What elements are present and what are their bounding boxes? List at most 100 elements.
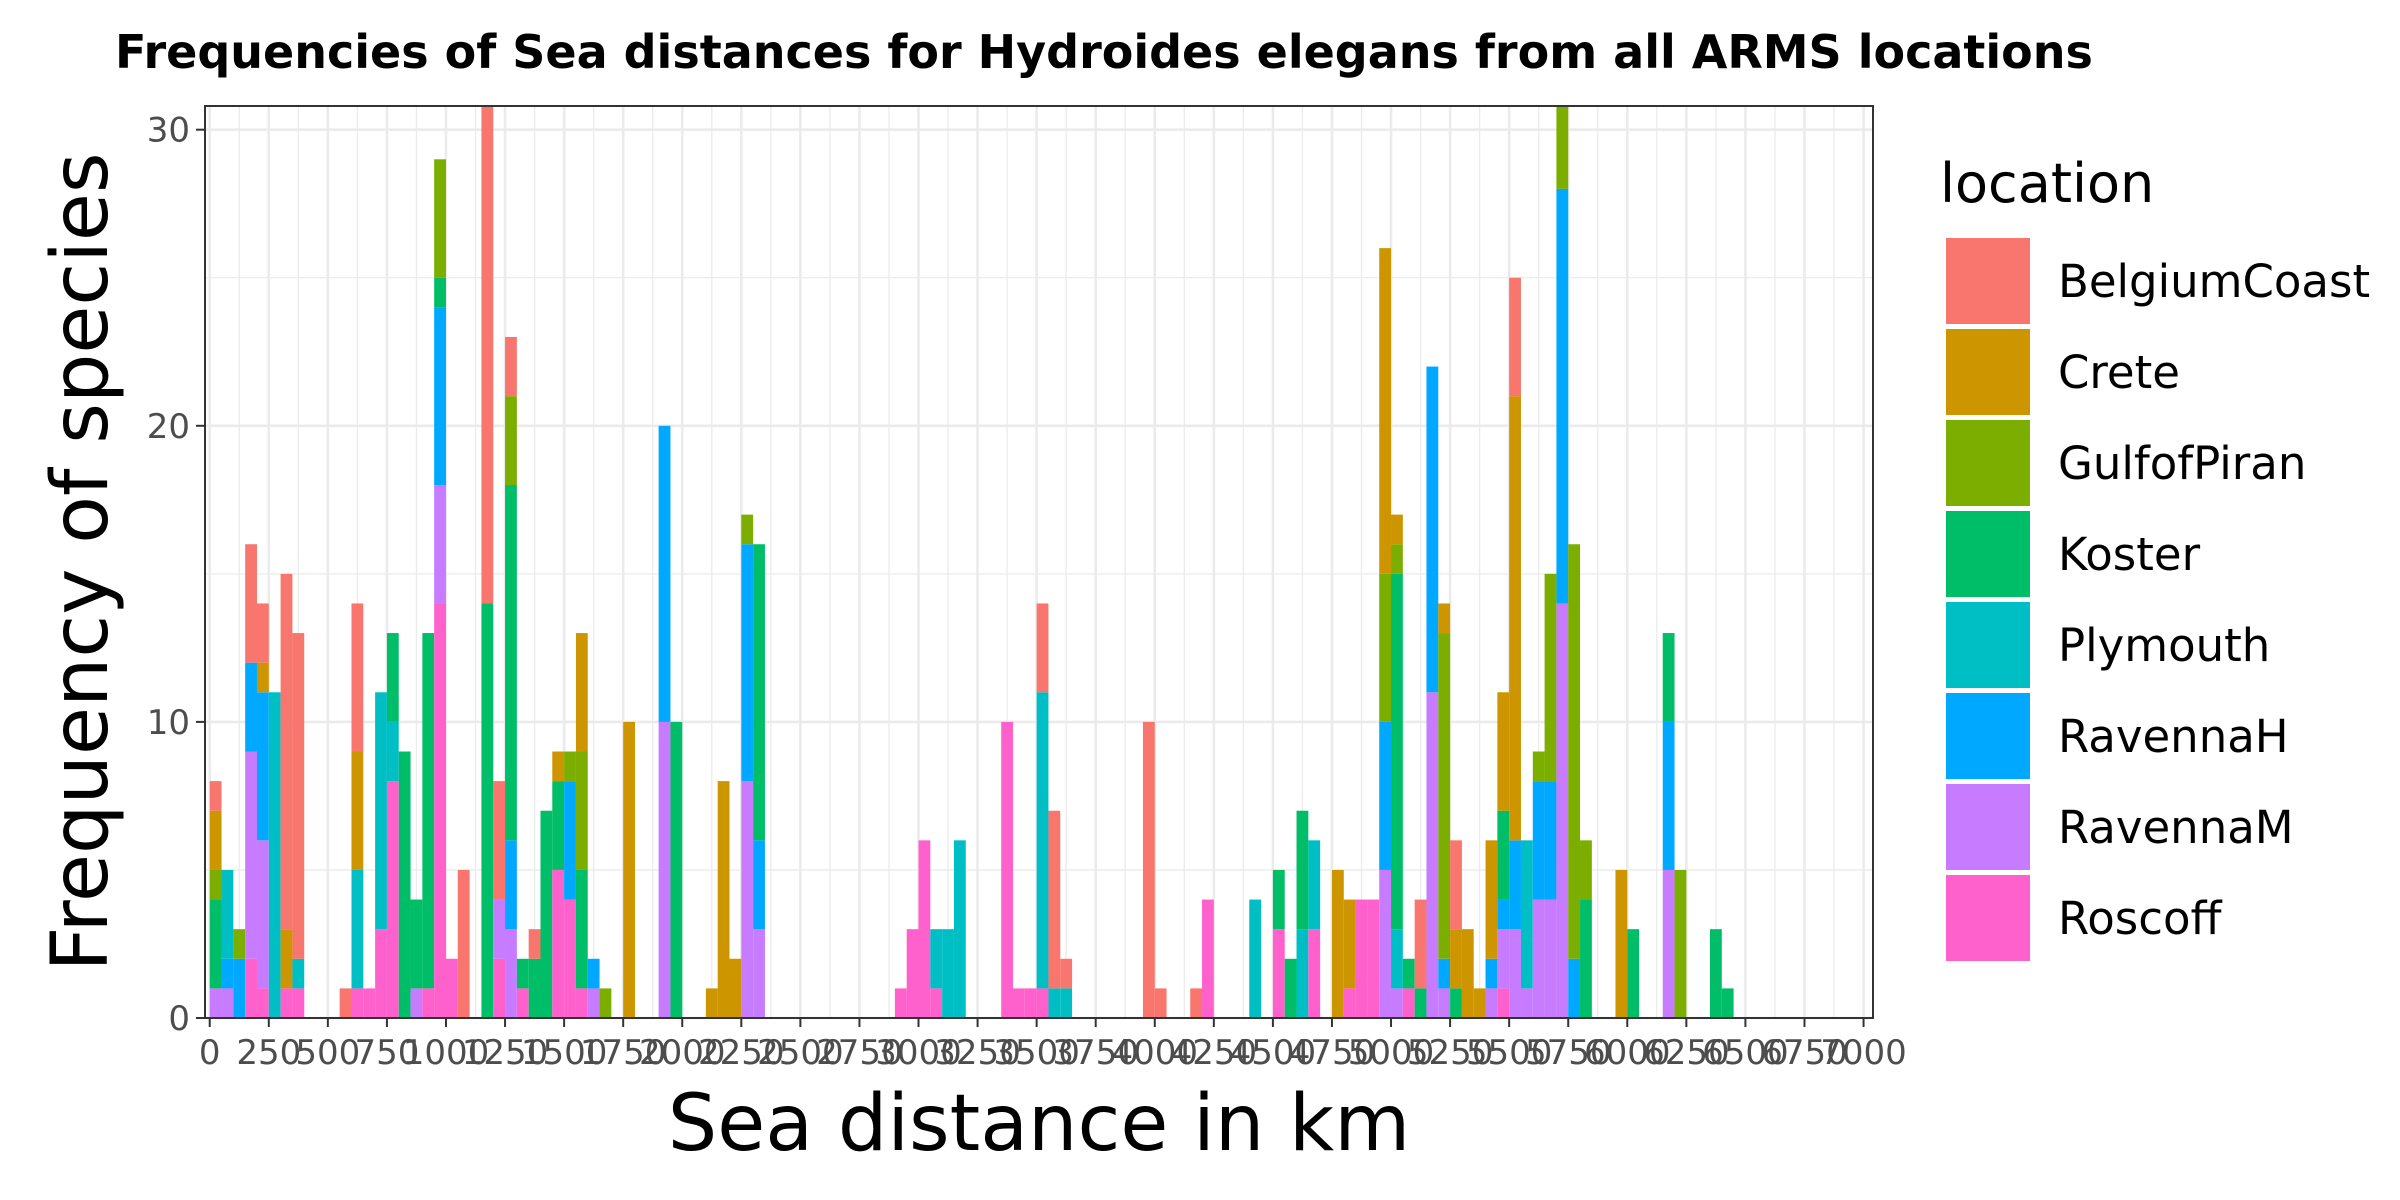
bar-segment-crete: [1450, 929, 1462, 989]
bar-segment-ravennah: [587, 958, 600, 989]
x-tick-label: 6750: [1761, 1033, 1848, 1073]
bar-segment-koster: [1662, 633, 1675, 722]
bar-segment-gulfofpiran: [434, 159, 446, 278]
x-tick-label: 6500: [1702, 1033, 1789, 1073]
bar-segment-koster: [1497, 810, 1510, 900]
bar-segment-roscoff: [552, 869, 565, 1018]
legend-label: RavennaM: [2058, 801, 2294, 854]
bar-segment-ravennam: [245, 751, 257, 959]
bar-segment-crete: [1379, 248, 1392, 574]
legend-key-ravennah: [1946, 693, 2030, 779]
x-tick-label: 2000: [639, 1033, 726, 1073]
bar-segment-roscoff: [1024, 988, 1037, 1018]
bar-segment-koster: [398, 751, 411, 1018]
x-tick-label: 1250: [462, 1033, 549, 1073]
bar-segment-plymouth: [1391, 929, 1403, 989]
legend-title: location: [1940, 152, 2154, 215]
bar-segment-koster: [1296, 810, 1309, 930]
bar-segment-ravennah: [564, 781, 576, 900]
bar-segment-belgiumcoast: [209, 781, 222, 811]
bar-segment-gulfofpiran: [599, 988, 612, 1018]
bar-segment-crete: [1509, 396, 1521, 841]
bar-segment-ravennam: [1520, 988, 1533, 1018]
legend-label: BelgiumCoast: [2058, 255, 2370, 308]
y-axis-title: Frequency of species: [36, 152, 126, 971]
bar-segment-roscoff: [1001, 721, 1014, 1018]
bar-segment-plymouth: [1060, 988, 1073, 1018]
legend-label: Koster: [2058, 528, 2201, 581]
bar-segment-koster: [540, 810, 553, 1018]
bar-segment-koster: [1721, 988, 1734, 1018]
legend-key-gulfofpiran: [1946, 420, 2030, 506]
bar-segment-crete: [1331, 869, 1344, 1018]
bar-segment-plymouth: [221, 869, 234, 959]
bar-segment-koster: [386, 633, 399, 722]
bar-segment-ravennam: [1497, 929, 1510, 989]
bar-segment-ravennam: [741, 781, 754, 1018]
bar-segment-gulfofpiran: [741, 514, 754, 545]
bar-segment-koster: [434, 277, 446, 308]
bar-segment-crete: [575, 633, 588, 752]
bar-segment-gulfofpiran: [1544, 573, 1557, 782]
bar-segment-ravennah: [1532, 781, 1545, 900]
bar-segment-ravennah: [256, 692, 269, 841]
bar-segment-ravennah: [1497, 899, 1510, 930]
bar-segment-gulfofpiran: [1379, 573, 1392, 722]
x-tick-label: 1500: [521, 1033, 608, 1073]
panel-border: [204, 105, 1874, 1019]
bar-segment-roscoff: [445, 958, 458, 1018]
bar-segment-ravennah: [1568, 958, 1581, 1018]
bar-segment-plymouth: [268, 692, 281, 1018]
bar-segment-belgiumcoast: [1048, 810, 1061, 989]
bar-segment-crete: [729, 958, 742, 1018]
bar-segment-roscoff: [1402, 988, 1415, 1018]
bar-segment-gulfofpiran: [575, 751, 588, 870]
bar-segment-plymouth: [1296, 929, 1309, 1018]
bar-segment-gulfofpiran: [505, 396, 517, 486]
y-tick-label: 10: [147, 703, 190, 743]
x-tick-label: 4000: [1112, 1033, 1199, 1073]
bar-segment-crete: [717, 781, 730, 1018]
bar-segment-belgiumcoast: [351, 603, 364, 752]
legend-key-koster: [1946, 511, 2030, 597]
x-tick-label: 3000: [875, 1033, 962, 1073]
x-axis-title: Sea distance in km: [668, 1079, 1410, 1169]
legend-key-belgiumcoast: [1946, 238, 2030, 324]
bar-segment-plymouth: [953, 840, 966, 1018]
bar-segment-crete: [1473, 988, 1486, 1018]
bar-segment-crete: [705, 988, 718, 1018]
bar-segment-plymouth: [942, 929, 954, 1018]
x-tick-label: 1000: [403, 1033, 490, 1073]
bar-segment-roscoff: [1272, 929, 1285, 1018]
legend-key-ravennam: [1946, 784, 2030, 870]
bar-segment-crete: [1438, 603, 1451, 634]
bar-segment-belgiumcoast: [280, 573, 293, 930]
bar-segment-ravennah: [1556, 188, 1569, 604]
bar-segment-koster: [422, 633, 435, 989]
bar-segment-gulfofpiran: [564, 751, 576, 782]
x-tick-label: 2500: [757, 1033, 844, 1073]
bar-segment-ravennah: [505, 840, 517, 930]
bar-segment-koster: [670, 721, 683, 1018]
bar-segment-ravennam: [1391, 988, 1403, 1018]
bar-segment-crete: [1497, 692, 1510, 811]
bar-segment-gulfofpiran: [1568, 544, 1581, 959]
bar-segment-gulfofpiran: [233, 929, 246, 959]
x-tick-label: 750: [354, 1033, 419, 1073]
bar-segment-koster: [1391, 573, 1403, 930]
bar-segment-gulfofpiran: [1391, 544, 1403, 574]
bar-segment-crete: [1343, 899, 1356, 989]
legend-label: Crete: [2058, 346, 2180, 399]
bar-segment-belgiumcoast: [505, 336, 517, 397]
bar-segment-koster: [1284, 958, 1297, 1018]
bar-segment-belgiumcoast: [1154, 988, 1167, 1018]
bar-segment-belgiumcoast: [1060, 958, 1073, 989]
bar-segment-ravennam: [1426, 692, 1439, 1018]
bar-segment-koster: [516, 958, 529, 989]
bar-segment-gulfofpiran: [209, 869, 222, 900]
x-tick-label: 6000: [1584, 1033, 1671, 1073]
bar-segment-plymouth: [386, 721, 399, 782]
x-tick-label: 5250: [1407, 1033, 1494, 1073]
bar-segment-plymouth: [1249, 899, 1262, 1018]
bar-segment-roscoff: [245, 958, 257, 1018]
